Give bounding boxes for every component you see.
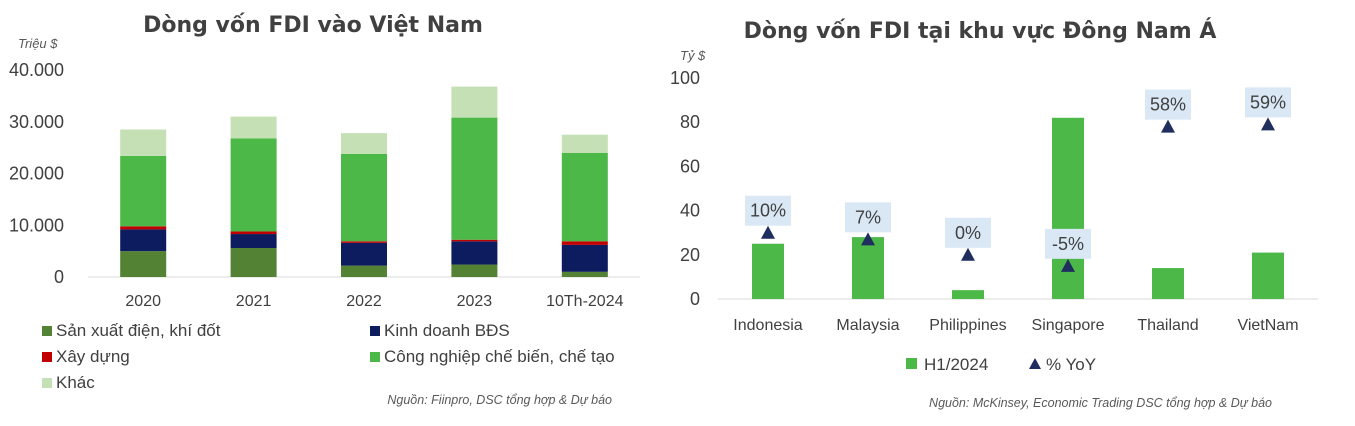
- legend-swatch-power: [42, 326, 52, 336]
- yoy-data-label: 58%: [1150, 95, 1186, 115]
- left-bar-segment-2022-2: [341, 241, 387, 243]
- right-x-tick-label: Malaysia: [836, 317, 899, 334]
- right-unit-label: Tỷ $: [680, 48, 706, 63]
- yoy-data-label-box: [1045, 228, 1091, 259]
- left-bar-segment-2021-0: [230, 248, 277, 277]
- left-y-tick-label: 30.000: [9, 112, 64, 132]
- right-bar-Philippines: [952, 290, 984, 299]
- legend-swatch-real-estate: [370, 326, 380, 336]
- yoy-data-label-box: [845, 202, 891, 233]
- left-bar-segment-10Th-2024-0: [561, 271, 608, 277]
- left-bar-segment-2020-1: [120, 229, 167, 252]
- legend-label-manufacturing: Công nghiệp chế biến, chế tạo: [384, 347, 615, 366]
- right-bar-Indonesia: [752, 243, 784, 299]
- legend-swatch-manufacturing: [370, 352, 380, 362]
- right-y-tick-label: 40: [680, 201, 700, 221]
- right-x-tick-label: Thailand: [1137, 317, 1198, 334]
- left-bar-segment-2023-0: [451, 264, 498, 277]
- right-x-tick-label: Singapore: [1032, 317, 1105, 334]
- right-bar-VietNam: [1252, 252, 1284, 299]
- left-bar-segment-10Th-2024-4: [561, 134, 608, 153]
- yoy-data-label-box: [945, 217, 991, 248]
- left-bar-segment-2023-3: [451, 117, 498, 240]
- left-bar-segment-10Th-2024-1: [561, 244, 608, 272]
- left-y-tick-label: 10.000: [9, 215, 64, 235]
- right-legend: H1/2024 % YoY: [906, 355, 1096, 374]
- yoy-marker-Indonesia: [761, 225, 775, 239]
- left-y-tick-label: 0: [54, 267, 64, 287]
- legend-label-real-estate: Kinh doanh BĐS: [384, 321, 510, 340]
- left-bar-segment-2020-4: [120, 129, 167, 156]
- right-x-tick-label: VietNam: [1237, 317, 1298, 334]
- legend-label-h1-2024: H1/2024: [924, 355, 988, 374]
- right-chart-title: Dòng vốn FDI tại khu vực Đông Nam Á: [744, 18, 1217, 44]
- left-bar-segment-2023-1: [451, 241, 498, 265]
- left-bar-segment-2020-0: [120, 251, 167, 277]
- yoy-data-label: -5%: [1052, 234, 1084, 254]
- left-bar-segment-2020-3: [120, 155, 167, 227]
- yoy-data-label-box: [745, 195, 791, 226]
- legend-marker-yoy: [1029, 358, 1041, 369]
- yoy-marker-Philippines: [961, 247, 975, 261]
- legend-swatch-h1-2024: [906, 358, 917, 369]
- left-legend: Sản xuất điện, khí đốt Kinh doanh BĐS Xâ…: [42, 321, 615, 392]
- yoy-marker-Singapore: [1061, 258, 1075, 272]
- left-bar-segment-2023-4: [451, 86, 498, 118]
- left-y-tick-label: 20.000: [9, 164, 64, 184]
- legend-label-yoy: % YoY: [1046, 355, 1096, 374]
- yoy-data-label-box: [1145, 89, 1191, 120]
- left-bar-segment-2023-2: [451, 239, 498, 242]
- legend-swatch-other: [42, 378, 52, 388]
- left-bar-segment-2020-2: [120, 226, 167, 230]
- left-bar-segment-10Th-2024-3: [561, 152, 608, 242]
- left-x-tick-label: 2022: [346, 293, 382, 310]
- legend-label-power: Sản xuất điện, khí đốt: [56, 321, 221, 340]
- left-bar-segment-2021-1: [230, 234, 277, 249]
- right-y-tick-label: 60: [680, 156, 700, 176]
- left-source-note: Nguồn: Fiinpro, DSC tổng hợp & Dự báo: [387, 393, 612, 407]
- yoy-data-label: 7%: [855, 207, 881, 227]
- left-bar-segment-2022-4: [341, 133, 387, 154]
- left-y-tick-label: 40.000: [9, 60, 64, 80]
- right-x-tick-label: Indonesia: [733, 317, 802, 334]
- left-chart-title: Dòng vốn FDI vào Việt Nam: [143, 13, 483, 38]
- right-x-tick-label: Philippines: [929, 317, 1006, 334]
- yoy-data-label: 59%: [1250, 92, 1286, 112]
- yoy-marker-Thailand: [1161, 119, 1175, 133]
- yoy-data-label-box: [1245, 87, 1291, 118]
- yoy-data-label: 0%: [955, 223, 981, 243]
- right-y-tick-label: 100: [670, 68, 700, 88]
- legend-label-other: Khác: [56, 373, 95, 392]
- right-bar-Malaysia: [852, 237, 884, 299]
- left-x-tick-label: 10Th-2024: [546, 293, 623, 310]
- left-x-tick-label: 2021: [236, 293, 272, 310]
- right-y-tick-label: 20: [680, 245, 700, 265]
- yoy-marker-VietNam: [1261, 117, 1275, 131]
- left-unit-label: Triệu $: [18, 36, 58, 51]
- left-bar-segment-10Th-2024-2: [561, 241, 608, 245]
- right-bar-Thailand: [1152, 268, 1184, 299]
- yoy-marker-Malaysia: [861, 232, 875, 246]
- right-y-tick-label: 0: [690, 289, 700, 309]
- legend-swatch-construction: [42, 352, 52, 362]
- left-x-tick-label: 2020: [125, 293, 161, 310]
- right-source-note: Nguồn: McKinsey, Economic Trading DSC tổ…: [929, 396, 1272, 410]
- left-bar-segment-2022-0: [341, 265, 387, 277]
- left-bar-segment-2021-3: [230, 138, 277, 232]
- yoy-data-label: 10%: [750, 201, 786, 221]
- right-y-tick-label: 80: [680, 112, 700, 132]
- left-bar-segment-2022-1: [341, 242, 387, 266]
- left-bar-segment-2021-4: [230, 116, 277, 139]
- left-bar-segment-2021-2: [230, 231, 277, 235]
- left-x-tick-label: 2023: [457, 293, 493, 310]
- left-bar-segment-2022-3: [341, 153, 387, 242]
- legend-label-construction: Xây dựng: [56, 347, 130, 366]
